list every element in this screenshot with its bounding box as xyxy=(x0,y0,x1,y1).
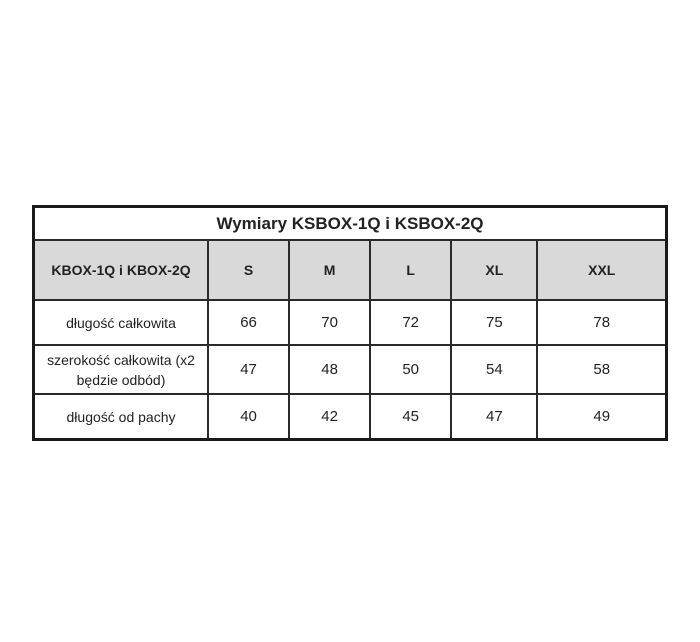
row-label: długość całkowita xyxy=(32,299,209,346)
cell: 47 xyxy=(206,344,291,395)
cell: 50 xyxy=(369,344,453,395)
cell: 75 xyxy=(450,299,539,346)
row-label: długość od pachy xyxy=(32,393,209,441)
table-row: długość od pachy 40 42 45 47 49 xyxy=(32,393,668,441)
header-label: KBOX-1Q i KBOX-2Q xyxy=(32,239,209,301)
header-size-l: L xyxy=(369,239,453,301)
cell: 54 xyxy=(450,344,539,395)
table-row: długość całkowita 66 70 72 75 78 xyxy=(32,299,668,346)
header-size-xl: XL xyxy=(450,239,539,301)
header-row: KBOX-1Q i KBOX-2Q S M L XL XXL xyxy=(32,239,668,301)
row-label: szerokość całkowita (x2 będzie odbód) xyxy=(32,344,209,395)
cell: 47 xyxy=(450,393,539,441)
cell: 45 xyxy=(369,393,453,441)
cell: 49 xyxy=(536,393,668,441)
header-size-s: S xyxy=(206,239,291,301)
size-table: Wymiary KSBOX-1Q i KSBOX-2Q KBOX-1Q i KB… xyxy=(32,205,668,441)
cell: 48 xyxy=(288,344,372,395)
header-size-xxl: XXL xyxy=(536,239,668,301)
cell: 66 xyxy=(206,299,291,346)
cell: 72 xyxy=(369,299,453,346)
table-title: Wymiary KSBOX-1Q i KSBOX-2Q xyxy=(32,205,668,241)
cell: 58 xyxy=(536,344,668,395)
cell: 70 xyxy=(288,299,372,346)
cell: 78 xyxy=(536,299,668,346)
cell: 40 xyxy=(206,393,291,441)
header-size-m: M xyxy=(288,239,372,301)
table-row: szerokość całkowita (x2 będzie odbód) 47… xyxy=(32,344,668,395)
cell: 42 xyxy=(288,393,372,441)
